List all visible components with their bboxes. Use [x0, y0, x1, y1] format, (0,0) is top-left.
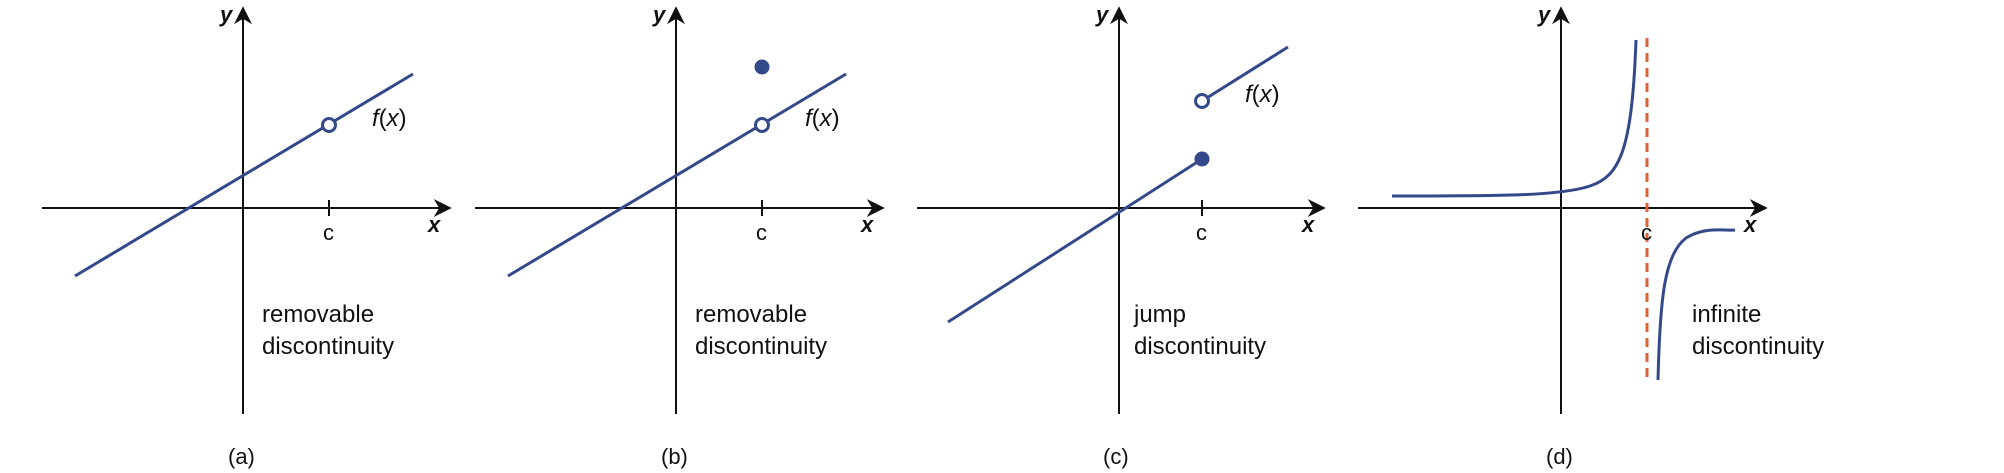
- filled-point-left-limit: [1194, 151, 1210, 167]
- panel-d: y x c infinite discontinuity (d): [1358, 2, 1824, 469]
- c-tick-label: c: [1641, 220, 1652, 245]
- description-line-2: discontinuity: [1692, 333, 1824, 360]
- function-label: f(x): [805, 105, 840, 132]
- description-line-2: discontinuity: [262, 333, 394, 360]
- function-line-left: [947, 157, 1203, 324]
- open-circle-right-limit: [1194, 93, 1210, 109]
- panel-caption: (a): [228, 444, 255, 469]
- function-label: f(x): [372, 105, 407, 132]
- c-tick-label: c: [756, 220, 767, 245]
- y-axis-label: y: [1537, 2, 1552, 27]
- function-line: [74, 72, 414, 278]
- description-line-1: removable: [262, 301, 374, 328]
- description-line-1: removable: [695, 301, 807, 328]
- panel-a: y x c f(x) removable discontinuity (a): [42, 2, 452, 469]
- y-axis-label: y: [219, 2, 234, 27]
- description-line-1: infinite: [1692, 301, 1761, 328]
- panel-caption: (d): [1546, 444, 1573, 469]
- c-tick-label: c: [1196, 220, 1207, 245]
- x-axis-label: x: [860, 212, 874, 237]
- panel-c: y x c f(x) jump discontinuity (c): [917, 2, 1326, 469]
- x-axis-label: x: [427, 212, 441, 237]
- curve-left-branch: [1391, 39, 1638, 198]
- function-label: f(x): [1245, 81, 1280, 108]
- function-line-right: [1201, 45, 1289, 103]
- y-axis-label: y: [1095, 2, 1110, 27]
- filled-point-value: [754, 59, 770, 75]
- x-axis-label: x: [1301, 212, 1315, 237]
- description-line-1: jump: [1133, 301, 1186, 328]
- x-axis-label: x: [1743, 212, 1757, 237]
- open-circle-hole: [754, 117, 770, 133]
- description-line-2: discontinuity: [1134, 333, 1266, 360]
- y-axis-label: y: [652, 2, 667, 27]
- description-line-2: discontinuity: [695, 333, 827, 360]
- panel-caption: (c): [1103, 444, 1129, 469]
- curve-right-branch: [1656, 228, 1736, 381]
- panel-caption: (b): [661, 444, 688, 469]
- open-circle-hole: [321, 117, 337, 133]
- panel-b: y x c f(x) removable discontinuity (b): [475, 2, 885, 469]
- c-tick-label: c: [323, 220, 334, 245]
- function-line: [507, 72, 847, 278]
